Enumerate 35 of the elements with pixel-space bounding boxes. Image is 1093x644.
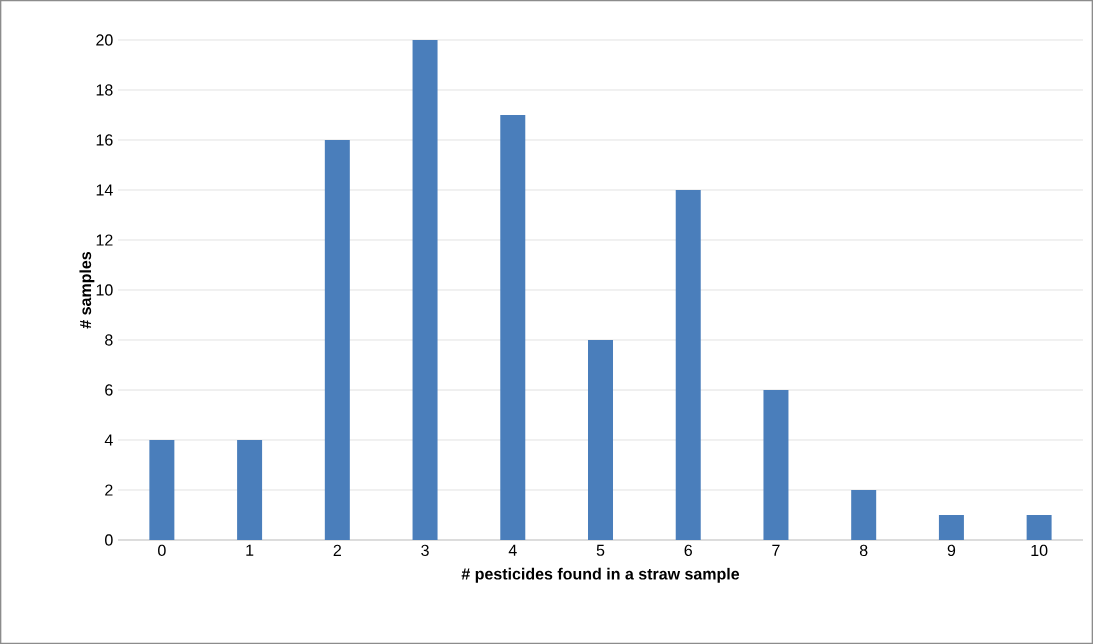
bar — [851, 490, 877, 540]
x-tick-label: 10 — [1031, 544, 1048, 557]
x-axis-title: # pesticides found in a straw sample — [461, 567, 740, 583]
y-tick-label: 20 — [96, 34, 113, 46]
bar — [1026, 515, 1052, 540]
x-tick-label: 2 — [333, 544, 341, 556]
y-tick-label: 10 — [96, 284, 113, 296]
bar — [588, 340, 614, 540]
x-tick-label: 5 — [596, 544, 605, 556]
y-tick-label: 16 — [96, 134, 113, 146]
x-tick-label: 9 — [947, 544, 956, 557]
x-tick-label: 1 — [246, 544, 254, 556]
x-tick-label: 7 — [772, 544, 780, 556]
x-tick-label: 6 — [684, 544, 692, 557]
y-tick-label: 2 — [105, 484, 113, 496]
y-tick-label: 6 — [105, 384, 113, 396]
y-tick-label: 4 — [104, 434, 113, 446]
x-tick-label: 3 — [421, 544, 429, 557]
bar — [324, 140, 350, 540]
y-tick-label: 8 — [105, 334, 113, 346]
bar — [675, 190, 701, 540]
bar — [500, 115, 526, 540]
x-tick-label: 8 — [859, 544, 868, 557]
y-tick-label: 12 — [96, 234, 113, 246]
x-tick-label: 4 — [508, 544, 517, 556]
y-axis-title: # samples — [79, 251, 95, 329]
bar — [412, 40, 438, 540]
y-tick-label: 14 — [96, 184, 113, 196]
bar — [938, 515, 964, 540]
bar — [149, 440, 175, 540]
y-tick-label: 18 — [96, 84, 113, 96]
y-tick-label: 0 — [105, 534, 113, 546]
bar — [763, 390, 789, 540]
bar — [237, 440, 263, 540]
x-tick-label: 0 — [158, 544, 166, 557]
